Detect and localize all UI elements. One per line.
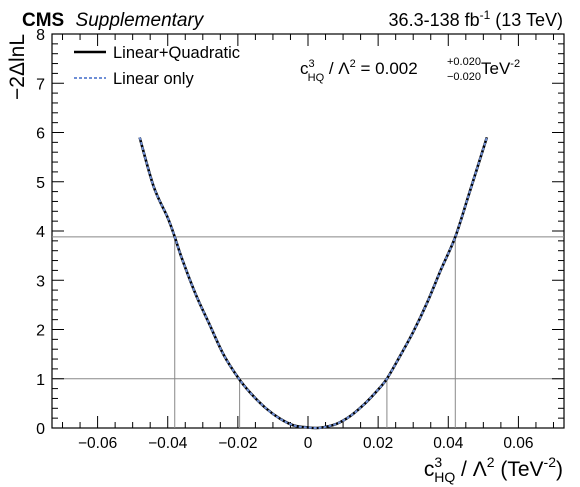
lumi-label: 36.3-138 fb-1 (13 TeV): [389, 8, 563, 30]
y-tick-label: 6: [36, 126, 45, 143]
plot-frame: [51, 33, 565, 429]
cms-label: CMS: [22, 10, 64, 31]
series-line-linear-quadratic: [138, 137, 489, 430]
x-axis-ticks: [62, 34, 554, 428]
series-line-linear-only: [138, 137, 488, 430]
y-tick-label: 3: [36, 273, 45, 290]
x-tick-label: −0.04: [148, 435, 188, 452]
y-axis-title: −2ΔlnL: [6, 34, 29, 100]
reference-lines: [52, 236, 564, 428]
y-tick-label: 8: [36, 27, 45, 44]
cms-tag: Supplementary: [76, 10, 205, 31]
legend-label-linear-only: Linear only: [113, 70, 194, 88]
result-unit: TeV-2: [481, 58, 520, 78]
x-tick-label: 0.06: [503, 435, 533, 452]
result-error-down: −0.020: [447, 71, 481, 83]
x-tick-label: 0.04: [433, 435, 464, 452]
y-tick-label: 0: [36, 421, 45, 438]
curves: [138, 137, 489, 430]
y-tick-label: 1: [36, 372, 45, 389]
y-tick-label: 5: [36, 175, 45, 192]
y-tick-label: 2: [36, 323, 45, 340]
y-axis-ticks: [52, 33, 564, 429]
result-annotation: c3 HQ / Λ2 = 0.002: [300, 58, 418, 84]
y-tick-label: 4: [36, 224, 45, 241]
legend: Linear+Quadratic Linear only: [74, 44, 240, 88]
y-axis-tick-labels: 0 1 2 3 4 5 6 7 8: [36, 27, 45, 438]
y-tick-label: 7: [36, 76, 45, 93]
x-tick-label: −0.02: [218, 435, 257, 452]
x-tick-label: 0: [304, 435, 313, 452]
x-tick-label: −0.06: [78, 435, 117, 452]
x-axis-title: c3 HQ / Λ2 (TeV-2): [424, 454, 563, 485]
x-tick-label: 0.02: [363, 435, 393, 452]
x-axis-tick-labels: −0.06 −0.04 −0.02 0 0.02 0.04 0.06: [78, 435, 534, 452]
cms-header: CMS Supplementary: [22, 10, 205, 31]
result-error-up: +0.020: [447, 56, 481, 68]
legend-label-linear-quadratic: Linear+Quadratic: [113, 44, 240, 62]
